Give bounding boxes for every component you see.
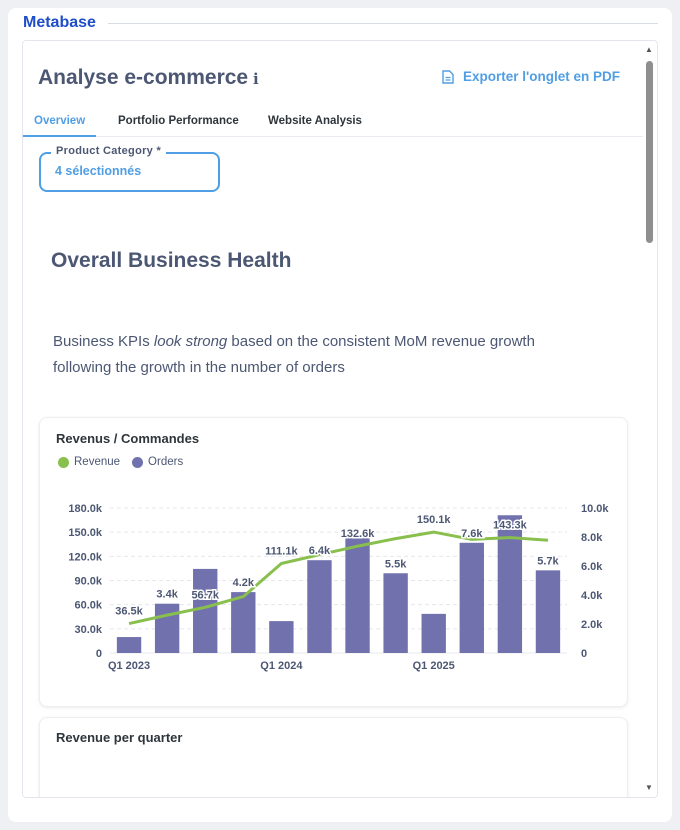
y-right-tick-label: 6.0k [581, 561, 603, 573]
orders-legend-dot [132, 456, 144, 468]
orders-data-label: 7.6k [461, 528, 483, 540]
y-left-tick-label: 0 [96, 648, 102, 660]
orders-bar [535, 570, 561, 653]
revenue-line [128, 530, 549, 626]
revenue-data-label: 111.1k [265, 546, 298, 558]
revenue-data-label: 132.6k [341, 528, 376, 540]
orders-bar [497, 515, 523, 653]
chart-title[interactable]: Revenus / Commandes [56, 431, 200, 446]
legend-item-orders[interactable]: Orders [132, 456, 183, 468]
y-left-tick-label: 180.0k [68, 503, 103, 515]
orders-bar [421, 613, 446, 653]
combo-chart: 0 30.0k 60.0k 90.0k 120.0k 150.0k 180.0k 0 2.0k 4… [68, 503, 609, 672]
text-before: Business KPIs [53, 333, 154, 350]
revenue-data-label: 56.7k [191, 589, 219, 601]
revenue-data-label: 150.1k [417, 514, 452, 526]
orders-data-label: 4.2k [233, 577, 255, 589]
tab-overview[interactable]: Overview [34, 115, 86, 127]
y-left-tick-label: 90.0k [74, 576, 102, 588]
revenue-legend-dot [58, 456, 69, 468]
revenue-orders-chart-card: Revenus / Commandes Revenue Orders 0 30.0… [39, 417, 628, 707]
text-after: based on the consistent MoM revenue grow… [53, 333, 535, 376]
export-pdf-label: Exporter l'onglet en PDF [463, 69, 620, 84]
tab-portfolio-performance[interactable]: Portfolio Performance [118, 115, 239, 127]
revenue-data-label: 143.3k [493, 520, 528, 532]
brand-divider [108, 23, 658, 24]
y-left-tick-label: 60.0k [74, 600, 102, 612]
x-tick-label: Q1 2023 [108, 660, 150, 672]
legend-label-orders: Orders [148, 456, 184, 468]
orders-data-label: 5.7k [537, 555, 559, 567]
orders-bar [345, 535, 370, 653]
scroll-down-icon[interactable]: ▼ [645, 783, 653, 792]
scrollbar-thumb[interactable] [646, 61, 653, 243]
tab-website-analysis[interactable]: Website Analysis [268, 115, 362, 127]
orders-bar [231, 592, 256, 653]
orders-data-label: 3.4k [156, 589, 178, 601]
orders-data-label: 6.4k [309, 545, 331, 557]
orders-bar [383, 573, 408, 653]
section-heading: Overall Business Health [51, 249, 292, 272]
x-tick-label: Q1 2025 [413, 660, 455, 672]
legend-item-revenue[interactable]: Revenue [58, 456, 120, 468]
document-icon [442, 69, 454, 84]
text-emphasis: look strong [153, 333, 228, 350]
orders-bar [154, 603, 180, 653]
export-pdf-button[interactable]: Exporter l'onglet en PDF [442, 69, 620, 84]
dashboard-tabs: Overview Portfolio Performance Website A… [23, 111, 643, 137]
dashboard-title: Analyse e-commerce [38, 66, 249, 89]
brand-logo: Metabase [23, 14, 104, 32]
y-left-tick-label: 150.0k [68, 527, 103, 539]
y-right-tick-label: 8.0k [581, 532, 603, 544]
text-card: Business KPIs look strong based on the c… [53, 329, 593, 381]
legend-label-revenue: Revenue [74, 456, 121, 468]
active-tab-indicator [23, 135, 96, 137]
dashboard-card: ▲ ▼ Analyse e-commerce i Exporter l'ongl… [22, 40, 658, 798]
filter-value: 4 sélectionnés [55, 164, 142, 178]
product-category-filter[interactable]: Product Category * 4 sélectionnés [39, 145, 220, 192]
orders-data-label: 5.5k [385, 558, 407, 570]
orders-bar [307, 560, 332, 653]
y-right-tick-label: 4.0k [581, 590, 603, 602]
y-right-tick-label: 2.0k [581, 619, 603, 631]
revenue-data-label: 36.5k [115, 606, 143, 618]
revenue-per-quarter-card: Revenue per quarter [39, 717, 628, 797]
info-icon[interactable]: i [253, 70, 259, 88]
y-right-tick-label: 0 [581, 648, 587, 660]
orders-bar [459, 542, 484, 653]
orders-bar [116, 637, 142, 653]
card2-title[interactable]: Revenue per quarter [56, 730, 183, 745]
orders-bar [193, 568, 218, 653]
y-left-tick-label: 30.0k [74, 624, 102, 636]
orders-bar [269, 621, 294, 653]
x-tick-label: Q1 2024 [260, 660, 303, 672]
vertical-scrollbar[interactable]: ▲ ▼ [644, 45, 654, 793]
y-right-tick-label: 10.0k [581, 503, 609, 515]
scroll-up-icon[interactable]: ▲ [645, 45, 653, 54]
filter-label: Product Category * [51, 145, 167, 157]
y-left-tick-label: 120.0k [68, 551, 103, 563]
chart-legend: Revenue Orders [58, 456, 183, 468]
